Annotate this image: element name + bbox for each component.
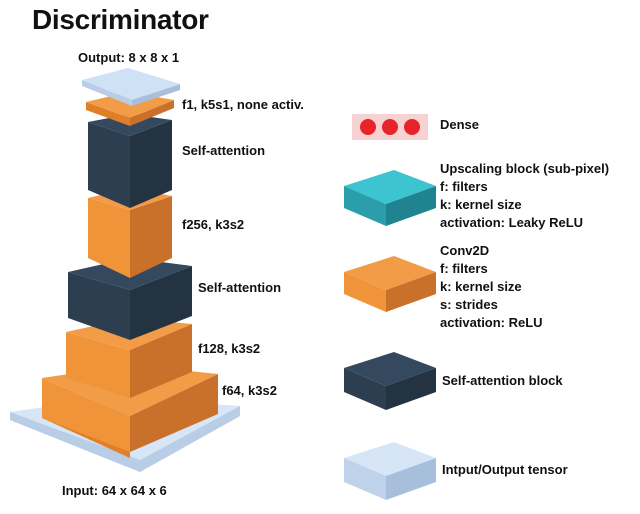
output-tensor-block bbox=[82, 68, 180, 106]
legend-attention-icon bbox=[344, 352, 436, 410]
legend-upscaling-icon bbox=[344, 170, 436, 226]
layer-label-f64: f64, k3s2 bbox=[222, 383, 277, 398]
legend-dense-icon bbox=[352, 114, 428, 140]
legend-attention-label: Self-attention block bbox=[442, 373, 563, 388]
output-label: Output: 8 x 8 x 1 bbox=[78, 50, 180, 65]
layer-label-self-attention-lower: Self-attention bbox=[198, 280, 282, 295]
self-attention-block-upper bbox=[88, 114, 172, 208]
legend-upscaling-line: f: filters bbox=[440, 179, 488, 194]
input-label: Input: 64 x 64 x 6 bbox=[62, 483, 167, 498]
legend-conv-text: Conv2D f: filters k: kernel size s: stri… bbox=[440, 242, 543, 332]
legend-conv-line: activation: ReLU bbox=[440, 315, 543, 330]
legend-conv-icon bbox=[344, 256, 436, 312]
legend-conv-line: f: filters bbox=[440, 261, 488, 276]
legend-tensor-label: Intput/Output tensor bbox=[442, 462, 568, 477]
legend-upscaling-text: Upscaling block (sub-pixel) f: filters k… bbox=[440, 160, 609, 232]
legend-upscaling-line: k: kernel size bbox=[440, 197, 522, 212]
legend-conv-line: k: kernel size bbox=[440, 279, 522, 294]
page-title: Discriminator bbox=[32, 4, 209, 35]
legend-dense-label: Dense bbox=[440, 117, 480, 132]
layer-label-f256: f256, k3s2 bbox=[182, 217, 245, 232]
layer-label-f1: f1, k5s1, none activ. bbox=[182, 97, 304, 112]
legend-conv-line: Conv2D bbox=[440, 243, 490, 258]
legend-upscaling-line: activation: Leaky ReLU bbox=[440, 215, 584, 230]
layer-label-self-attention-upper: Self-attention bbox=[182, 143, 266, 158]
legend-conv-line: s: strides bbox=[440, 297, 498, 312]
layer-label-f128: f128, k3s2 bbox=[198, 341, 261, 356]
legend-upscaling-line: Upscaling block (sub-pixel) bbox=[440, 161, 610, 176]
legend-tensor-icon bbox=[344, 442, 436, 500]
